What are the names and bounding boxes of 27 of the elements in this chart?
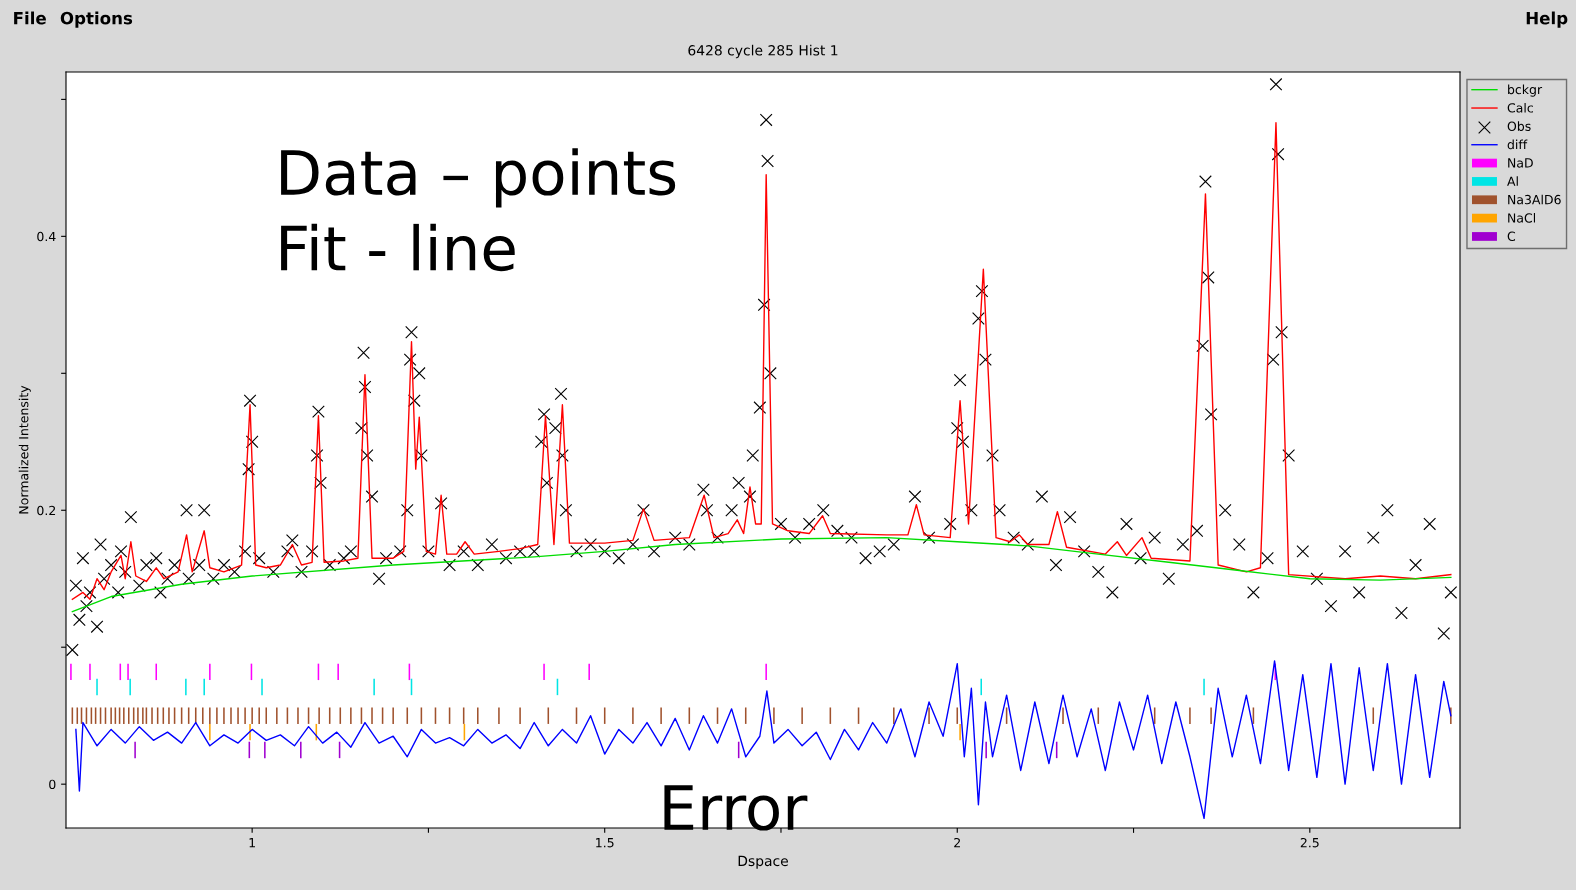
legend-label: bckgr <box>1508 84 1543 97</box>
legend-label: C <box>1507 231 1516 242</box>
x-tick-label: 1.5 <box>596 838 614 848</box>
annotation: Error <box>664 785 808 831</box>
x-axis-title: Dspace <box>738 855 788 869</box>
legend-label: Al <box>1507 176 1518 186</box>
legend-label: Na3AlD6 <box>1508 194 1561 205</box>
y-tick-label: 0 <box>49 779 56 790</box>
chart-title: 6428 cycle 285 Hist 1 <box>688 44 838 59</box>
legend-label: NaD <box>1508 158 1533 168</box>
annotation: Fit - line <box>281 223 515 272</box>
x-tick-label: 1 <box>249 838 255 848</box>
line-series <box>71 121 1452 600</box>
y-tick-label: 0.4 <box>37 231 56 242</box>
text: Options <box>60 11 133 28</box>
legend-label: Calc <box>1507 102 1533 113</box>
legend-label: Obs <box>1507 121 1531 131</box>
text: File <box>14 11 46 25</box>
text: Help <box>1526 11 1568 28</box>
y-tick-label: 0.2 <box>37 505 56 516</box>
annotation: Data – points <box>281 148 676 208</box>
x-tick-label: 2.5 <box>1300 837 1319 848</box>
y-axis-title: Normalized Intensity <box>18 385 31 514</box>
x-tick-label: 2 <box>954 837 960 848</box>
legend-label: NaCl <box>1508 212 1536 223</box>
legend-label: diff <box>1507 139 1528 150</box>
line-series <box>71 536 1452 613</box>
